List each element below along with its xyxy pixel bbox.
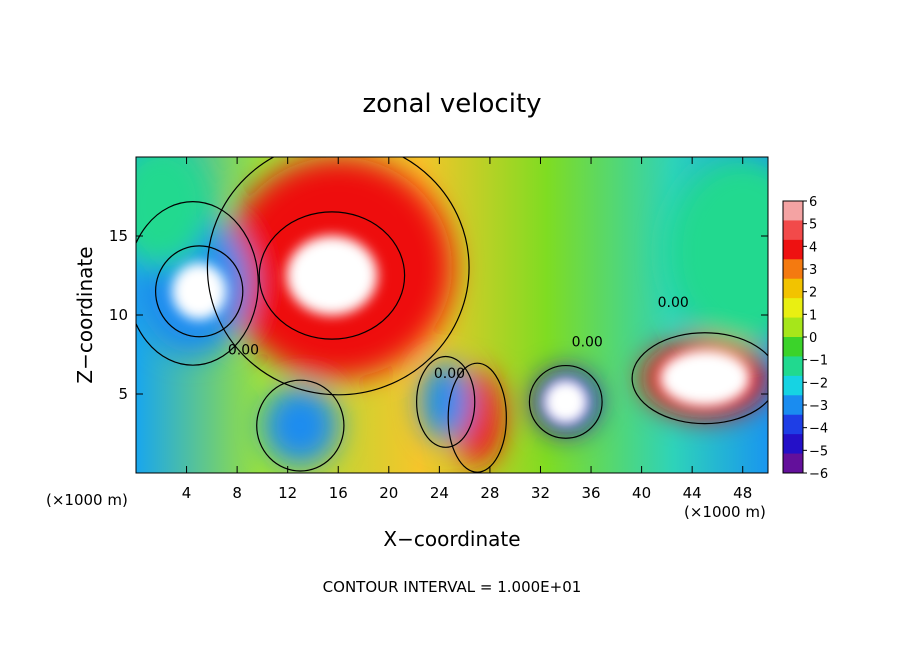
x-tick-label-0: 4 — [182, 484, 192, 502]
field-core-5 — [543, 379, 589, 425]
x-tick-label-8: 36 — [581, 484, 600, 502]
colorbar-label-7: −1 — [809, 354, 828, 369]
colorbar-label-6: 0 — [809, 331, 817, 346]
colorbar-swatch-2 — [783, 239, 803, 260]
zero-contour-0 — [258, 211, 406, 340]
colorbar-label-4: 2 — [809, 286, 817, 301]
colorbar-swatch-11 — [783, 414, 803, 435]
colorbar-label-5: 1 — [809, 308, 817, 323]
x-tick-label-10: 44 — [683, 484, 702, 502]
colorbar-label-9: −3 — [809, 399, 828, 414]
field-region-9 — [666, 157, 768, 347]
colorbar-label-8: −2 — [809, 376, 828, 391]
contour-interval-footer: CONTOUR INTERVAL = 1.000E+01 — [323, 578, 582, 596]
x-unit-right: (×1000 m) — [684, 503, 766, 521]
colorbar-label-11: −5 — [809, 444, 828, 459]
colorbar-swatch-13 — [783, 453, 803, 474]
x-unit-left: (×1000 m) — [46, 491, 128, 509]
contour-labels: 0.00 0.00 0.00 0.00 — [228, 295, 689, 382]
colorbar-swatch-12 — [783, 434, 803, 455]
zero-contour-2 — [206, 157, 470, 396]
x-tick-label-3: 16 — [329, 484, 348, 502]
colorbar-label-12: −6 — [809, 467, 828, 482]
field-region-8 — [420, 362, 471, 442]
zero-contour-1 — [631, 332, 768, 425]
zero-contour-7 — [256, 379, 345, 472]
x-tick-label-6: 28 — [480, 484, 499, 502]
x-tick-label-1: 8 — [232, 484, 242, 502]
x-tick-label-4: 20 — [379, 484, 398, 502]
x-tick-label-5: 24 — [430, 484, 449, 502]
colorbar-swatch-9 — [783, 375, 803, 396]
colorbar-swatch-5 — [783, 298, 803, 319]
zero-contour-6 — [136, 201, 259, 366]
field-core-1 — [659, 349, 751, 407]
x-axis: 4 8 12 16 20 24 28 32 36 40 44 48 — [182, 157, 752, 502]
plot-area — [136, 157, 768, 473]
zero-contour-8 — [416, 355, 476, 448]
x-tick-label-2: 12 — [278, 484, 297, 502]
contour-lines — [136, 157, 768, 473]
colorbar-swatch-7 — [783, 337, 803, 357]
colorbar: 6 5 4 3 2 1 0 −1 −2 −3 −4 −5 −6 — [782, 195, 828, 482]
y-axis-label: Z−coordinate — [73, 246, 97, 383]
x-tick-label-11: 48 — [733, 484, 752, 502]
contour-label-2: 0.00 — [572, 335, 603, 351]
colorbar-label-0: 6 — [809, 195, 817, 210]
contour-label-1: 0.00 — [434, 366, 465, 382]
field-region-7 — [262, 386, 339, 466]
colorbar-label-2: 4 — [809, 240, 817, 255]
x-tick-label-9: 40 — [632, 484, 651, 502]
colorbar-swatch-0 — [783, 201, 803, 221]
zero-contour-4 — [154, 245, 244, 338]
colorbar-label-10: −4 — [809, 422, 828, 437]
colorbar-swatch-10 — [783, 395, 803, 416]
colorbar-swatch-4 — [783, 278, 803, 299]
y-tick-label-2: 15 — [109, 227, 128, 245]
field-core-4 — [171, 262, 227, 320]
zero-contour-3 — [447, 362, 507, 473]
y-tick-label-0: 5 — [118, 385, 128, 403]
contour-label-3: 0.00 — [658, 295, 689, 311]
y-axis: 5 10 15 — [109, 227, 768, 403]
contour-label-0: 0.00 — [228, 343, 259, 359]
field-core-0 — [286, 235, 378, 316]
colorbar-swatch-8 — [783, 356, 803, 377]
y-tick-label-1: 10 — [109, 306, 128, 324]
colorbar-swatch-3 — [783, 259, 803, 280]
colorbar-label-1: 5 — [809, 218, 817, 233]
colorbar-swatch-1 — [783, 220, 803, 241]
chart-title: zonal velocity — [362, 89, 541, 119]
colorbar-swatch-6 — [783, 317, 803, 338]
colorbar-label-3: 3 — [809, 263, 817, 278]
x-tick-label-7: 32 — [531, 484, 550, 502]
zero-contour-5 — [528, 364, 603, 439]
x-axis-label: X−coordinate — [383, 527, 520, 551]
field-region-10 — [136, 157, 212, 268]
